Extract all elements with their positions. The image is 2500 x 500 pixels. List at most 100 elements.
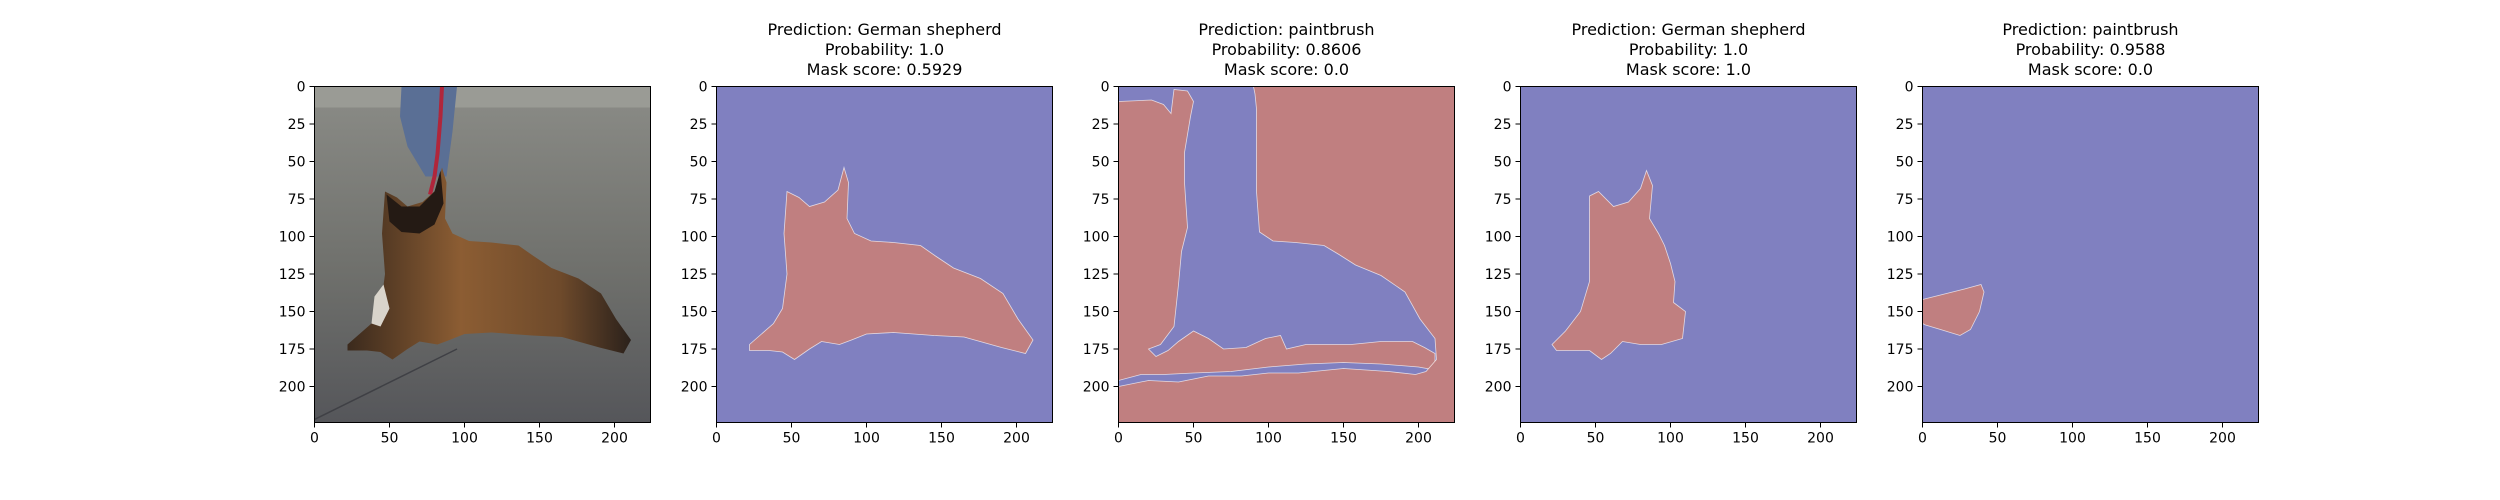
y-tick-label: 0: [297, 80, 306, 96]
y-tick-label: 200: [1887, 380, 1914, 396]
x-tick-label: 0: [1918, 431, 1927, 447]
y-tick-label: 175: [279, 342, 306, 358]
y-tick-label: 75: [288, 192, 306, 208]
x-tick-label: 0: [712, 431, 721, 447]
y-tick-label: 150: [1485, 305, 1512, 321]
photo-leash: [428, 86, 444, 195]
y-tick-label: 50: [1896, 155, 1914, 171]
x-tick-label: 200: [601, 431, 628, 447]
x-tick-label: 200: [2209, 431, 2236, 447]
y-tick-label: 50: [690, 155, 708, 171]
x-tick-label: 200: [1807, 431, 1834, 447]
x-tick-label: 100: [1657, 431, 1684, 447]
x-tick-label: 200: [1405, 431, 1432, 447]
y-tick-label: 100: [1485, 230, 1512, 246]
y-tick-label: 75: [1896, 192, 1914, 208]
y-tick-label: 25: [690, 117, 708, 133]
x-tick-label: 0: [1516, 431, 1525, 447]
axes-frame: [716, 86, 1053, 423]
subplot-title-line: Probability: 1.0: [1629, 40, 1748, 59]
x-tick-label: 100: [1255, 431, 1282, 447]
image-content: [1520, 86, 1857, 423]
x-tick-label: 150: [526, 431, 553, 447]
y-tick-label: 100: [279, 230, 306, 246]
y-tick-label: 150: [1887, 305, 1914, 321]
image-content: [314, 86, 651, 423]
y-tick-label: 0: [1503, 80, 1512, 96]
axes-frame: [314, 86, 651, 423]
x-tick-label: 100: [2059, 431, 2086, 447]
y-tick-label: 0: [1101, 80, 1110, 96]
mask-region: [1118, 86, 1455, 423]
y-tick-label: 150: [681, 305, 708, 321]
mask-region: [749, 166, 1034, 360]
x-tick-label: 150: [2134, 431, 2161, 447]
x-tick-label: 200: [1003, 431, 1030, 447]
image-content: [716, 86, 1053, 423]
subplot-title-line: Prediction: German shepherd: [1571, 20, 1805, 39]
x-tick-label: 0: [1114, 431, 1123, 447]
axes-frame: [1118, 86, 1455, 423]
y-tick-label: 175: [1083, 342, 1110, 358]
y-tick-label: 25: [1896, 117, 1914, 133]
y-tick-label: 125: [681, 267, 708, 283]
y-tick-label: 50: [1494, 155, 1512, 171]
y-tick-label: 25: [288, 117, 306, 133]
axes-frame: [1520, 86, 1857, 423]
y-tick-label: 75: [1092, 192, 1110, 208]
y-tick-label: 0: [699, 80, 708, 96]
subplot-1: 0 50 100 150 200 0 25 50 75 100 125 150 175 200: [279, 80, 651, 447]
photo-floor-seam: [314, 348, 458, 421]
x-tick-label: 50: [1989, 431, 2007, 447]
y-tick-label: 75: [690, 192, 708, 208]
photo-dog-head: [386, 170, 444, 234]
subplot-title-line: Mask score: 1.0: [1626, 60, 1751, 79]
subplot-title-line: Mask score: 0.0: [1224, 60, 1349, 79]
x-tick-label: 150: [928, 431, 955, 447]
subplot-2: 0 50 100 150 200 0 25 50 75 100 125 150 175 200 Predic…: [681, 20, 1053, 447]
mask-background: [1520, 86, 1857, 423]
mask-region: [1118, 89, 1436, 381]
y-tick-label: 175: [1887, 342, 1914, 358]
subplot-5: 0 50 100 150 200 0 25 50 75 100 125 150 175 200 Predic…: [1887, 20, 2259, 447]
y-tick-label: 200: [1485, 380, 1512, 396]
subplot-4: 0 50 100 150 200 0 25 50 75 100 125 150 175 200 Predic…: [1485, 20, 1857, 447]
y-tick-label: 0: [1905, 80, 1914, 96]
x-tick-label: 50: [1587, 431, 1605, 447]
x-tick-label: 100: [451, 431, 478, 447]
y-tick-label: 125: [279, 267, 306, 283]
x-tick-label: 50: [783, 431, 801, 447]
x-tick-label: 150: [1330, 431, 1357, 447]
subplot-3: 0 50 100 150 200 0 25 50 75 100 125 150 175 200 Predic…: [1083, 20, 1455, 447]
x-tick-label: 0: [310, 431, 319, 447]
mask-background: [1922, 86, 2259, 423]
y-tick-label: 200: [279, 380, 306, 396]
x-tick-label: 50: [381, 431, 399, 447]
y-tick-label: 100: [681, 230, 708, 246]
axes-frame: [1922, 86, 2259, 423]
subplot-title-line: Prediction: paintbrush: [2002, 20, 2178, 39]
y-tick-label: 125: [1485, 267, 1512, 283]
y-tick-label: 100: [1083, 230, 1110, 246]
subplot-title-line: Prediction: paintbrush: [1198, 20, 1374, 39]
image-content: [1922, 86, 2259, 423]
photo-wall: [314, 86, 651, 108]
y-tick-label: 175: [681, 342, 708, 358]
y-tick-label: 200: [681, 380, 708, 396]
x-tick-label: 150: [1732, 431, 1759, 447]
y-tick-label: 25: [1494, 117, 1512, 133]
y-tick-label: 100: [1887, 230, 1914, 246]
y-tick-label: 150: [279, 305, 306, 321]
x-tick-label: 100: [853, 431, 880, 447]
y-tick-label: 125: [1887, 267, 1914, 283]
subplot-title-line: Probability: 0.9588: [2016, 40, 2166, 59]
y-tick-label: 25: [1092, 117, 1110, 133]
subplot-title-line: Prediction: German shepherd: [767, 20, 1001, 39]
photo-bandana: [371, 284, 390, 327]
subplot-title-line: Probability: 0.8606: [1212, 40, 1362, 59]
subplot-title-line: Mask score: 0.5929: [807, 60, 963, 79]
y-tick-label: 125: [1083, 267, 1110, 283]
mask-region: [1551, 169, 1686, 360]
mask-region: [1922, 284, 1985, 336]
